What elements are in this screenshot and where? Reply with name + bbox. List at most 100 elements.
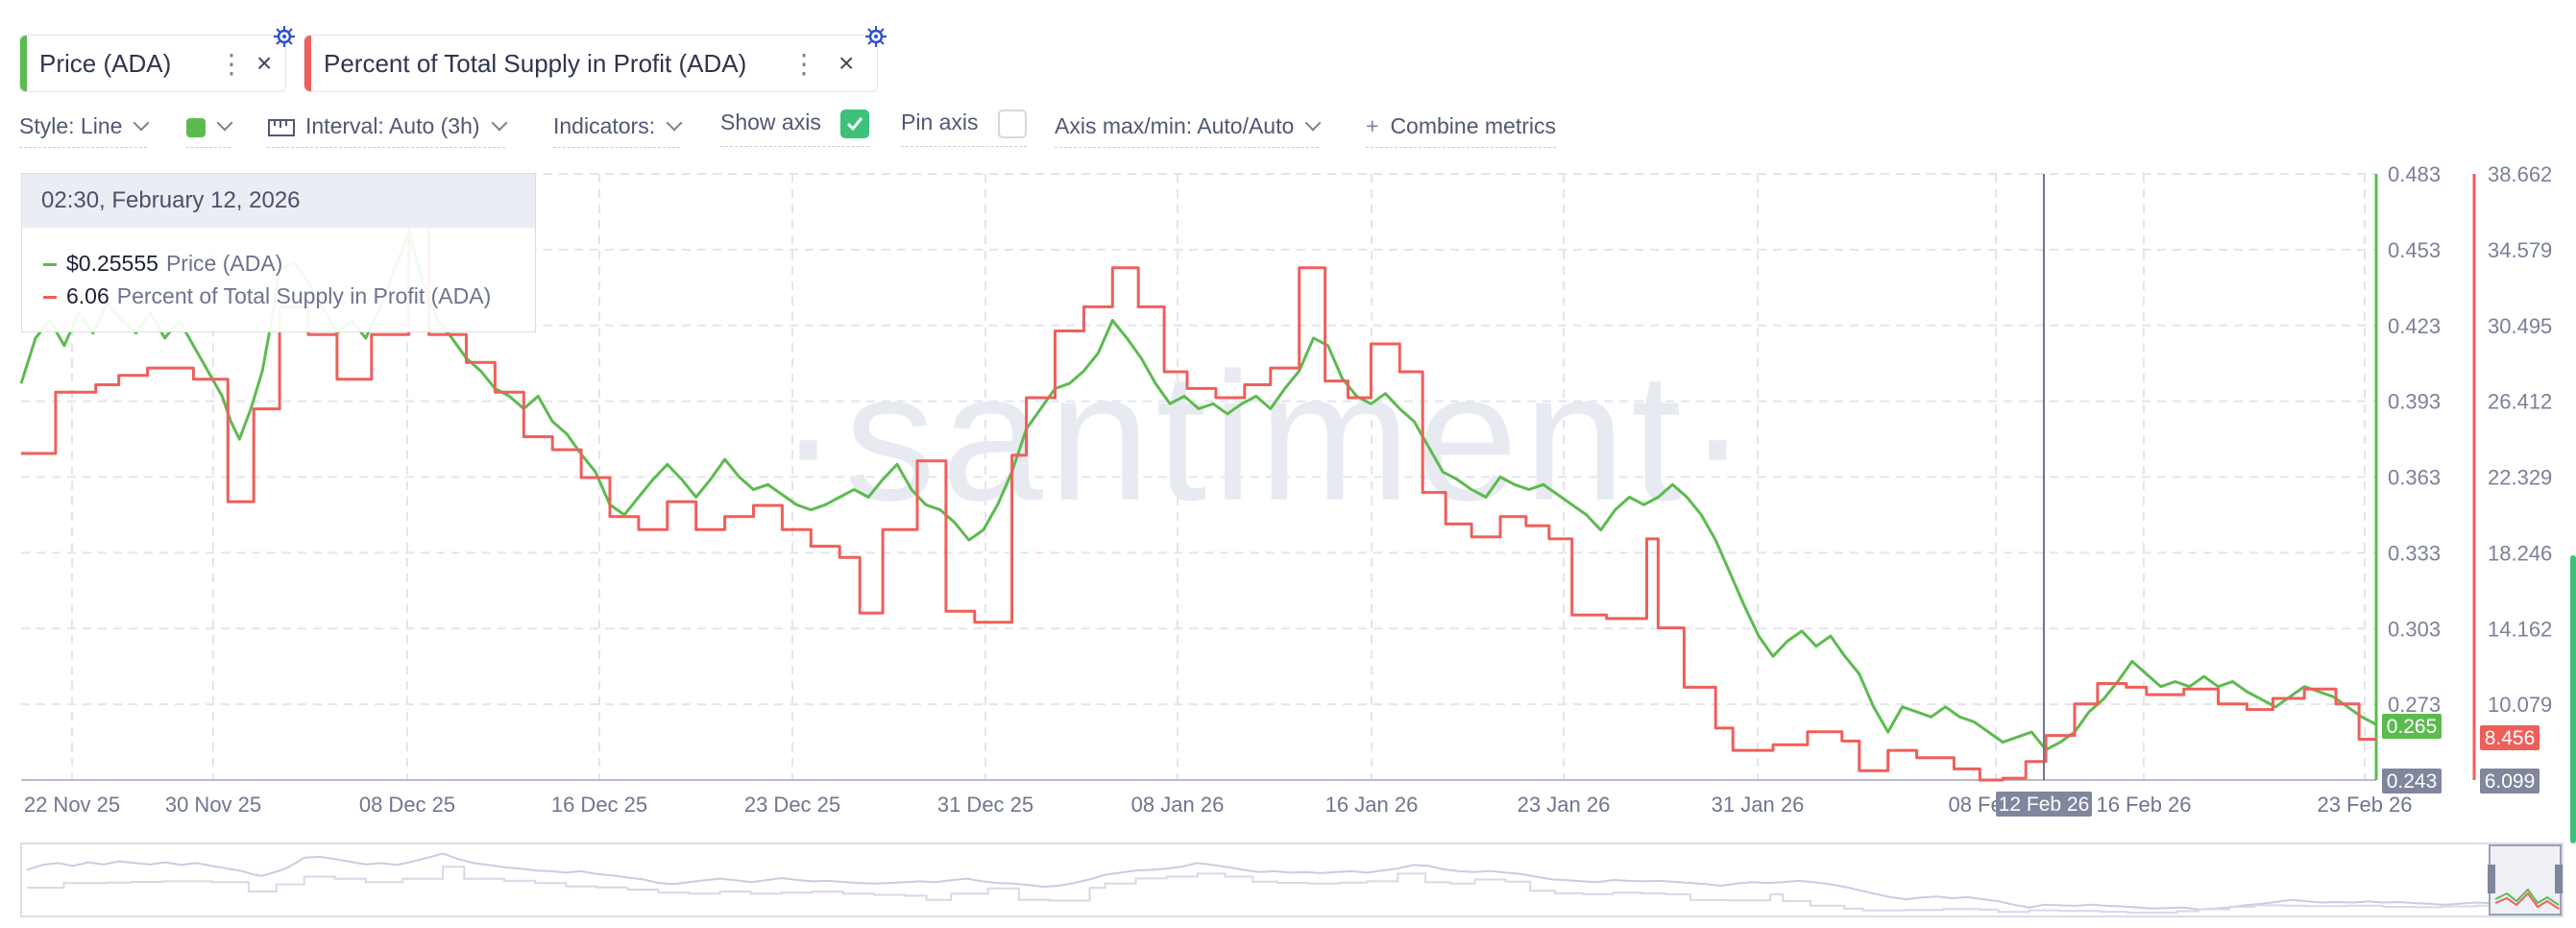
tooltip-date: 02:30, February 12, 2026 <box>22 174 535 228</box>
metric-tag-label: Price (ADA) <box>39 48 172 78</box>
y-left-tick-label: 0.273 <box>2388 693 2441 717</box>
y-axis-right: 38.662 34.579 30.495 26.412 22.329 18.246 14.1… <box>2472 162 2552 780</box>
x-tick-label: 31 Dec 25 <box>937 793 1033 817</box>
y-right-tick-label: 38.662 <box>2488 162 2552 186</box>
x-tick-label: 08 Feb 26 <box>1948 793 2043 817</box>
metric-tag-supply-in-profit[interactable]: Percent of Total Supply in Profit (ADA) … <box>304 35 878 92</box>
y-left-tick-label: 0.363 <box>2388 466 2441 490</box>
more-options-icon[interactable]: ⋮ <box>218 48 245 79</box>
ruler-icon <box>268 118 295 136</box>
x-tick-label: 08 Dec 25 <box>359 793 455 817</box>
chevron-down-icon <box>216 114 233 132</box>
metric-tag-price[interactable]: Price (ADA) ⋮ × <box>19 35 286 92</box>
navigator-frame <box>20 843 2564 917</box>
series-marker <box>43 296 57 300</box>
y-right-tick-label: 22.329 <box>2488 466 2552 490</box>
metric-color-bar <box>304 36 311 91</box>
tooltip-row-supply: 6.06 Percent of Total Supply in Profit (A… <box>43 283 491 309</box>
y-right-current-badge-bg <box>2480 725 2540 750</box>
crosshair-date-badge: 12 Feb 26 <box>1999 794 2090 816</box>
y-left-tick-label: 0.393 <box>2388 390 2441 414</box>
x-tick-label: 16 Feb 26 <box>2096 793 2191 817</box>
style-label: Style: Line <box>19 113 123 138</box>
y-right-current-badge: 8.456 <box>2485 727 2536 749</box>
show-axis-toggle[interactable]: Show axis <box>720 110 870 147</box>
indicators-dropdown[interactable]: Indicators: <box>553 113 683 148</box>
y-left-current-badge-bg <box>2382 714 2442 739</box>
navigator-handle-left <box>2488 865 2495 893</box>
close-icon[interactable]: × <box>256 48 273 78</box>
y-right-tick-label: 10.079 <box>2488 693 2552 717</box>
x-tick-label: 16 Jan 26 <box>1325 793 1419 817</box>
interval-dropdown[interactable]: Interval: Auto (3h) <box>267 113 508 148</box>
navigator-selection-price <box>2494 888 2560 906</box>
chevron-down-icon <box>133 114 150 132</box>
tooltip-value: $0.25555 <box>66 251 158 276</box>
x-tick-label: 16 Dec 25 <box>551 793 647 817</box>
chart-tooltip: 02:30, February 12, 2026 $0.25555 Price (… <box>21 173 536 332</box>
y-right-tick-label: 14.162 <box>2488 617 2552 641</box>
color-swatch <box>186 117 206 137</box>
tooltip-row-price: $0.25555 Price (ADA) <box>43 251 282 277</box>
indicators-label: Indicators: <box>553 113 656 138</box>
settings-sparkle-icon[interactable] <box>273 25 296 48</box>
y-left-tick-label: 0.303 <box>2388 617 2441 641</box>
navigator-selection <box>2489 844 2562 916</box>
tooltip-series-name: Price (ADA) <box>165 251 283 276</box>
y-left-tick-label: 0.453 <box>2388 238 2441 262</box>
y-axis-left: 0.483 0.453 0.423 0.393 0.363 0.333 0.303 0.273 <box>2374 162 2441 780</box>
x-tick-label: 23 Dec 25 <box>744 793 840 817</box>
x-axis: 22 Nov 25 30 Nov 25 08 Dec 25 16 Dec 25 23 D… <box>21 779 2413 817</box>
y-left-tick-label: 0.423 <box>2388 314 2441 338</box>
show-axis-label: Show axis <box>720 110 821 135</box>
navigator-price-line <box>26 852 2554 911</box>
axis-maxmin-label: Axis max/min: Auto/Auto <box>1055 113 1295 138</box>
axis-maxmin-dropdown[interactable]: Axis max/min: Auto/Auto <box>1055 113 1322 148</box>
y-left-tick-label: 0.333 <box>2388 541 2441 565</box>
x-tick-label: 23 Jan 26 <box>1518 793 1611 817</box>
combine-metrics-button[interactable]: + Combine metrics <box>1366 113 1556 148</box>
y-right-tick-label: 18.246 <box>2488 541 2552 565</box>
more-options-icon[interactable]: ⋮ <box>790 48 817 79</box>
crosshair-date-badge-bg <box>1996 792 2092 817</box>
color-dropdown[interactable] <box>186 113 233 148</box>
chevron-down-icon <box>491 114 508 132</box>
close-icon[interactable]: × <box>838 48 855 78</box>
pin-axis-checkbox[interactable] <box>997 110 1027 138</box>
x-tick-label: 22 Nov 25 <box>24 793 120 817</box>
y-left-tick-label: 0.483 <box>2388 162 2441 186</box>
series-marker <box>43 263 57 267</box>
chevron-down-icon <box>666 114 683 132</box>
y-right-min-badge: 6.099 <box>2485 770 2536 793</box>
tooltip-value: 6.06 <box>66 283 109 308</box>
tooltip-series-name: Percent of Total Supply in Profit (ADA) <box>116 283 492 308</box>
navigator-handle-right <box>2555 865 2563 893</box>
watermark-text: ·santiment· <box>778 335 1754 539</box>
metric-color-bar <box>20 36 27 91</box>
x-tick-label: 23 Feb 26 <box>2317 793 2412 817</box>
show-axis-checkbox[interactable] <box>840 110 870 138</box>
interval-label: Interval: Auto (3h) <box>305 113 480 138</box>
navigator-selection-supply <box>2494 891 2560 910</box>
x-tick-label: 08 Jan 26 <box>1131 793 1225 817</box>
x-tick-label: 30 Nov 25 <box>165 793 261 817</box>
metric-tag-label: Percent of Total Supply in Profit (ADA) <box>324 48 747 78</box>
y-right-min-badge-bg <box>2480 769 2540 794</box>
navigator-supply-line <box>27 866 2553 914</box>
y-right-tick-label: 30.495 <box>2488 314 2552 338</box>
navigator[interactable] <box>20 555 2576 917</box>
y-left-current-badge: 0.265 <box>2387 716 2438 738</box>
checkmark-icon <box>847 117 863 132</box>
y-left-min-badge: 0.243 <box>2387 770 2438 793</box>
plus-icon: + <box>1366 113 1379 138</box>
pin-axis-label: Pin axis <box>901 110 979 135</box>
pin-axis-toggle[interactable]: Pin axis <box>901 110 1027 147</box>
x-tick-label: 31 Jan 26 <box>1712 793 1805 817</box>
y-right-tick-label: 34.579 <box>2488 238 2552 262</box>
right-edge-scroll-tab <box>2570 555 2576 843</box>
style-dropdown[interactable]: Style: Line <box>19 113 150 148</box>
chevron-down-icon <box>1304 114 1322 132</box>
axis-badges: 12 Feb 26 0.265 0.243 8.456 6.099 <box>1996 714 2540 817</box>
y-left-min-badge-bg <box>2382 769 2442 794</box>
settings-sparkle-icon[interactable] <box>864 25 887 48</box>
